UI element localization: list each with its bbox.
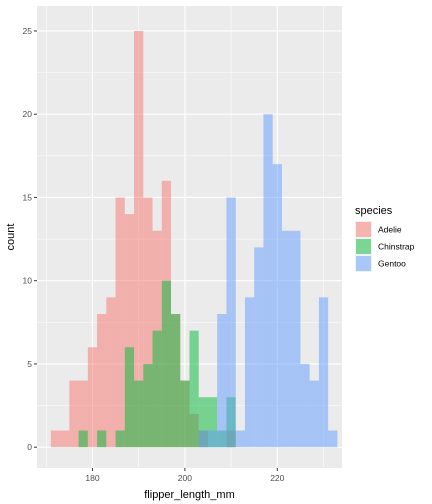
histogram-bars — [50, 30, 338, 448]
legend-title: species — [355, 205, 393, 217]
gentoo-bar — [217, 314, 227, 448]
gentoo-bar — [300, 363, 310, 448]
chinstrap-bar — [134, 380, 144, 448]
adelie-bar — [106, 297, 116, 448]
x-tick-label: 220 — [270, 473, 284, 483]
legend-label-chinstrap: Chinstrap — [378, 242, 415, 252]
chinstrap-bar — [152, 330, 162, 448]
chinstrap-bar — [171, 314, 181, 448]
chinstrap-bar — [143, 363, 153, 448]
adelie-bar — [78, 380, 88, 448]
y-tick-label: 25 — [23, 26, 33, 36]
legend: species Adelie Chinstrap Gentoo — [355, 205, 415, 272]
gentoo-bar — [291, 230, 301, 448]
adelie-bar — [143, 197, 153, 448]
x-axis: 180 200 220 — [85, 468, 285, 483]
legend-label-adelie: Adelie — [378, 225, 402, 235]
x-tick-label: 180 — [85, 473, 99, 483]
gentoo-bars — [198, 114, 338, 448]
gentoo-bar — [328, 430, 338, 448]
chinstrap-bar — [161, 280, 172, 448]
adelie-bar — [124, 214, 135, 448]
y-axis-title: count — [5, 224, 17, 251]
x-axis-title: flipper_length_mm — [144, 489, 235, 501]
gentoo-bar — [263, 114, 273, 448]
chinstrap-bar — [97, 430, 107, 448]
y-tick-label: 5 — [27, 359, 32, 369]
chinstrap-bars — [78, 280, 236, 448]
legend-key-chinstrap — [356, 239, 371, 254]
legend-key-gentoo — [356, 256, 371, 271]
y-tick-label: 0 — [27, 442, 32, 452]
adelie-bar — [69, 380, 79, 448]
chinstrap-bar — [115, 430, 125, 448]
y-tick-label: 15 — [23, 192, 33, 202]
legend-label-gentoo: Gentoo — [378, 259, 406, 269]
adelie-bar — [134, 30, 144, 448]
chinstrap-bar — [198, 397, 208, 448]
adelie-bar — [97, 314, 107, 448]
chinstrap-bar — [180, 380, 190, 448]
gentoo-bar — [272, 164, 282, 448]
gentoo-bar — [235, 430, 245, 448]
gentoo-bar — [281, 230, 292, 448]
gentoo-bar — [309, 380, 319, 448]
y-tick-label: 20 — [23, 109, 33, 119]
legend-key-adelie — [356, 222, 371, 237]
x-tick-label: 200 — [178, 473, 192, 483]
adelie-bar — [60, 430, 70, 448]
gentoo-bar — [207, 430, 218, 448]
chinstrap-bar — [124, 347, 135, 448]
adelie-bar — [50, 430, 61, 448]
adelie-bar — [115, 197, 125, 448]
y-axis: 0 5 10 15 20 25 — [23, 26, 37, 452]
gentoo-bar — [226, 197, 236, 448]
gentoo-bar — [254, 247, 264, 448]
chinstrap-bar — [78, 430, 88, 448]
chinstrap-bar — [189, 330, 199, 448]
y-tick-label: 10 — [23, 276, 33, 286]
gentoo-bar — [198, 430, 208, 448]
gentoo-bar — [244, 297, 255, 448]
gentoo-bar — [318, 297, 329, 448]
adelie-bar — [87, 347, 98, 448]
chinstrap-bar — [207, 397, 218, 448]
